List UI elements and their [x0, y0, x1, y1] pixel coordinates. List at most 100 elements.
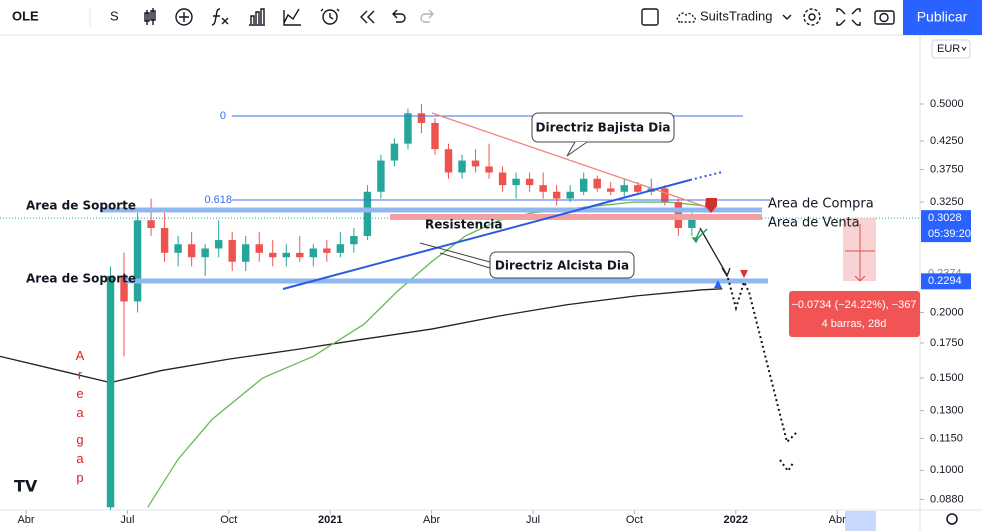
measure-arrow: [845, 224, 875, 282]
candle-body: [120, 275, 128, 302]
x-tick-label: Jul: [120, 514, 134, 526]
fib-label: 0: [220, 110, 226, 122]
x-tick-label: 2022: [724, 514, 748, 526]
annotation: Area: [73, 348, 88, 424]
candle-body: [458, 160, 466, 173]
y-tick-label: 0.4250: [930, 135, 964, 147]
x-tick-label: Abr: [829, 514, 846, 526]
zigzag: [691, 228, 708, 244]
toolbar-icons[interactable]: [144, 8, 895, 26]
measure-box: [789, 291, 920, 337]
price-badge-label: 0.3028: [928, 212, 962, 224]
bullish-trendline: [282, 179, 691, 290]
toolbar: [0, 0, 982, 35]
candle-body: [404, 113, 412, 144]
annotation: Area de Venta: [768, 216, 860, 231]
candle-body: [485, 166, 493, 173]
y-tick-label: 0.5000: [930, 98, 964, 110]
bearish-trendline: [431, 112, 716, 211]
settings-icon[interactable]: [946, 513, 958, 525]
price-badge: [921, 273, 971, 290]
interval[interactable]: S: [110, 8, 119, 23]
currency[interactable]: EUR: [937, 43, 960, 55]
fib-label: 0.618: [204, 194, 232, 206]
candle-body: [214, 240, 223, 249]
publish-button[interactable]: [903, 0, 982, 35]
y-tick-label: 0.3750: [930, 163, 964, 175]
candle-body: [634, 185, 642, 192]
callout-bullish-tail: [419, 242, 491, 269]
candle-body: [444, 149, 453, 173]
projection-path: [727, 277, 798, 473]
candle-body: [241, 244, 250, 262]
projection-arrow: [699, 227, 731, 278]
publish-label[interactable]: Publicar: [917, 9, 968, 25]
y-tick-label: 0.1300: [930, 405, 964, 417]
logo: TV: [14, 477, 38, 496]
price-badge-label: 0.2294: [928, 275, 962, 287]
candle-body: [512, 178, 520, 186]
candle-body: [160, 227, 169, 253]
candle-body: [282, 252, 290, 258]
y-tick-label: 0.2000: [930, 306, 964, 318]
annotation: Resistencia: [425, 218, 503, 232]
candle-body: [201, 248, 209, 258]
candle-body: [147, 220, 155, 228]
x-tick-label: Oct: [220, 514, 237, 526]
callout-bullish: [489, 251, 635, 279]
x-tick-label: Abr: [423, 514, 440, 526]
moving-average: [147, 201, 703, 508]
candle-body: [309, 248, 318, 258]
y-tick-label: 0.1500: [930, 372, 964, 384]
candle-body: [363, 191, 372, 236]
x-tick-label: Jul: [526, 514, 540, 526]
x-tick-label: Oct: [626, 514, 643, 526]
candle-body: [336, 244, 345, 253]
candle-body: [471, 160, 480, 167]
candle-body: [525, 178, 534, 186]
sell-marker-2: [740, 270, 748, 278]
price-badge: [921, 210, 971, 243]
annotation: Directriz Bajista Dia: [536, 121, 671, 135]
candle-body: [688, 218, 696, 228]
candle-body: [350, 235, 358, 245]
callout-bearish-tail: [566, 141, 588, 157]
annotation: gap: [73, 432, 88, 489]
candle-body: [552, 191, 561, 199]
symbol[interactable]: OLE: [12, 8, 39, 23]
candle-body: [106, 275, 115, 508]
candle-body: [377, 160, 385, 192]
callout-bearish: [531, 112, 675, 143]
x-tick-label: Abr: [17, 514, 34, 526]
candle-body: [620, 185, 628, 192]
x-tick-label: 2021: [318, 514, 342, 526]
candle-body: [133, 220, 142, 302]
candle-body: [174, 244, 182, 253]
labels: 0 0.618 Area de Soporte Area de Soporte …: [14, 110, 958, 525]
measure-text: −0.0734 (−24.22%), −367: [791, 299, 916, 311]
sell-marker: [705, 198, 717, 213]
bullish-extension: [689, 171, 723, 181]
annotation: Area de Soporte: [26, 199, 136, 213]
candle-body: [593, 178, 601, 189]
plot: 0.5000 0.4250 0.3750 0.3250 0.2000 0.1750 0.15…: [0, 98, 971, 526]
y-tick-label: 0.1150: [930, 432, 963, 444]
y-tick-label: 0.1750: [930, 337, 964, 349]
annotation: Area de Soporte: [26, 272, 136, 286]
account[interactable]: SuitsTrading: [700, 8, 773, 23]
y-tick-label: 0.3250: [930, 196, 964, 208]
candle-body: [431, 122, 439, 150]
countdown: 05:39:20: [928, 228, 971, 240]
y-tick-label: 0.0880: [930, 493, 964, 505]
time-range-highlight: [845, 511, 876, 531]
candle-body: [255, 244, 263, 253]
candle-body: [269, 252, 277, 258]
currency-caret: [961, 46, 967, 51]
currency-select[interactable]: [931, 39, 971, 59]
candle-body: [228, 240, 236, 262]
candle-body: [607, 188, 615, 192]
drawings: [100, 112, 920, 473]
candle-body: [390, 143, 399, 161]
annotation: Area de Compra: [768, 197, 874, 212]
